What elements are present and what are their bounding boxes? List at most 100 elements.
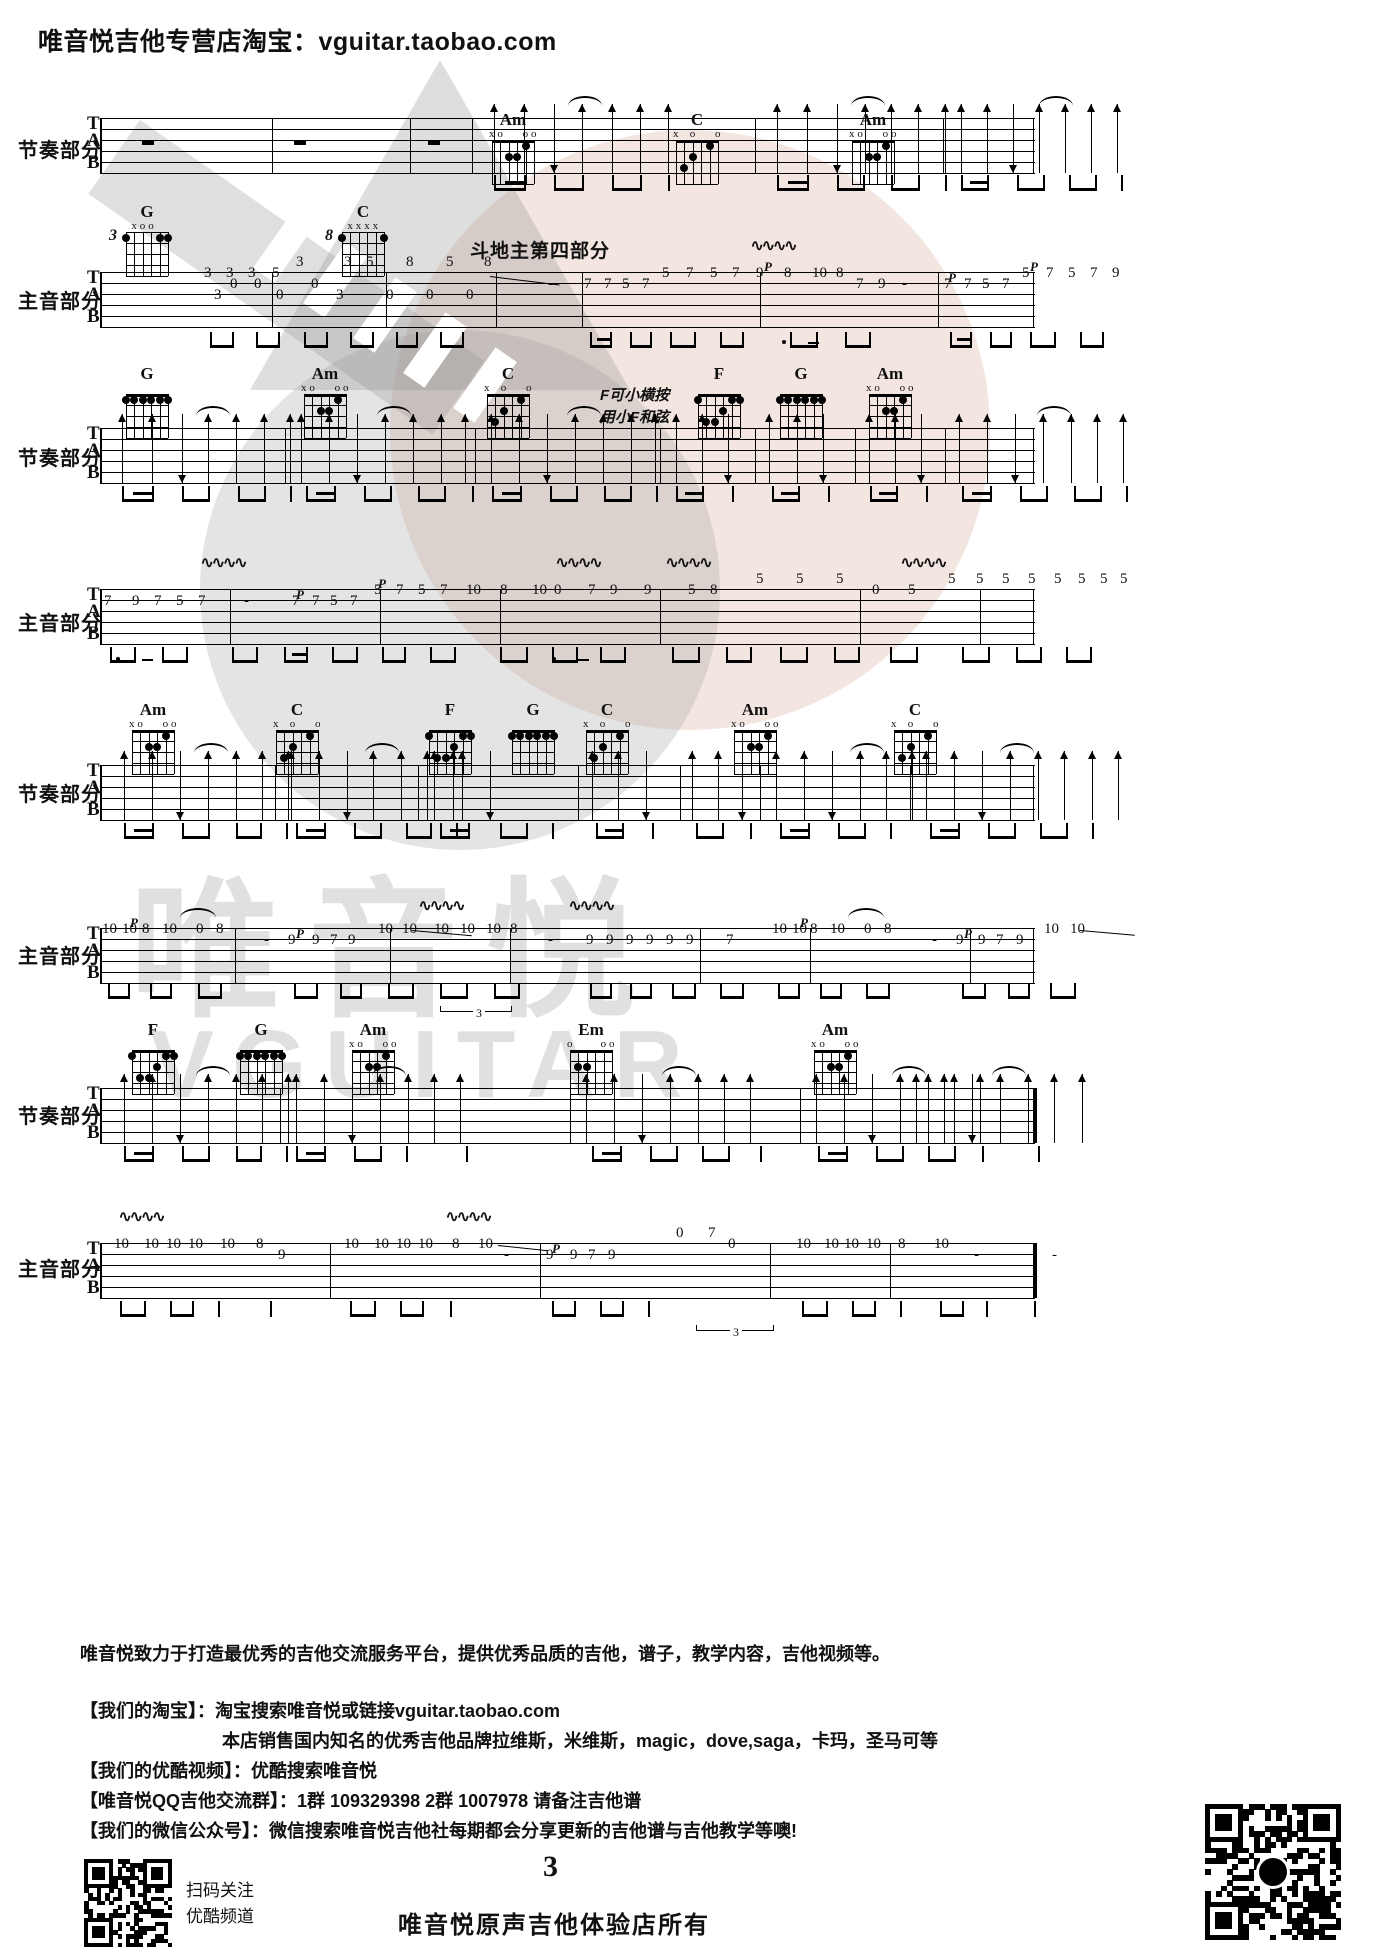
rhythm-stem [876,1146,878,1162]
tab-letter-B: B [87,799,100,820]
strum-up-arrow [1050,1074,1058,1143]
rhythm-stem [150,983,152,999]
slide-line [1079,930,1135,936]
bar-line [380,589,381,644]
chord-mark-o: o [819,1038,825,1050]
rhythm-stem [760,1146,762,1162]
strum-up-arrow [957,104,965,173]
bar-line [475,428,476,483]
chord-dot [755,742,764,751]
bar-line [410,118,411,173]
rhythm-stem [574,1301,576,1317]
annotation-f-line1: F可小横按 [600,387,670,404]
rhythm-stem [382,647,384,663]
chord-fret-line [342,243,384,244]
rhythm-stem [354,1146,356,1162]
chord-dot [164,395,172,404]
tab-note: 7 [708,1225,716,1241]
chord-fret-line [698,438,740,439]
rhythm-stem [552,823,554,839]
rhythm-stem [1066,823,1068,839]
tab-note: 5 [1022,265,1030,281]
chord-dot [305,731,314,740]
rhythm-beam [837,188,865,191]
tab-note: 8 [406,254,414,270]
rhythm-beam [604,499,632,502]
chord-fret-position: 8 [325,227,333,244]
strum-up-arrow [1119,414,1127,483]
tie-slur [1037,406,1071,416]
bar-line [660,428,661,483]
chord-mark-x: x [866,382,872,394]
rhythm-stem [192,1301,194,1317]
chord-dot [128,1051,136,1060]
strum-down-arrow [738,751,746,820]
chord-mark-o: o [500,382,507,394]
bar-line [760,765,761,820]
chord-fret-line [780,394,822,397]
tab-note: 10 [434,921,449,937]
tab-letter-A: A [87,1255,101,1276]
strum-up-arrow [765,414,773,483]
staff-line [100,1298,1035,1299]
tab-note: 7 [154,593,162,609]
tab-letter-B: B [87,152,100,173]
tab-note: 5 [366,254,374,270]
chord-dot [727,395,736,404]
rhythm-stem [961,175,963,191]
rhythm-beam [672,996,696,999]
chord-fret-line [734,741,776,742]
tech-pulloff: P [296,926,304,941]
chord-fret-line [586,730,628,733]
tab-note: 9 [666,932,674,948]
bar-line-end [1033,118,1034,173]
tab-letter-T: T [87,1083,100,1104]
qr-code-youku[interactable] [80,1855,176,1951]
tab-note: 9 [608,1247,616,1263]
strum-up-arrow [746,1074,754,1143]
chord-dot [524,731,533,740]
chord-fret-line [132,730,174,733]
rhythm-beam-second [827,1152,846,1155]
strum-up-arrow [1078,1074,1086,1143]
dotted-rest [552,657,556,661]
chord-dot [906,742,915,751]
rest-dash [808,342,819,344]
strum-up-arrow [882,751,890,820]
rhythm-beam [332,660,358,663]
strum-up-arrow [672,414,680,483]
rhythm-stem [1017,175,1019,191]
strum-up-arrow [1006,751,1014,820]
chord-dot [236,1051,244,1060]
chord-fret-line [586,752,628,753]
staff-line [100,644,1035,645]
rhythm-stem [400,1301,402,1317]
rhythm-stem [696,823,698,839]
part-label-lead: 主音部分 [18,946,102,968]
triplet-number: 3 [473,1006,485,1021]
chord-fret-line [570,1083,612,1084]
staff-line [100,983,1035,984]
chord-mark-x: x [131,220,137,232]
chord-fret-line [586,763,628,764]
part-label-rhythm: 节奏部分 [18,448,102,470]
chord-mark-o: o [531,128,537,140]
chord-mark-o: o [853,1038,859,1050]
footer-wechat: 【我们的微信公众号】：微信搜索唯音悦吉他社每期都会分享更新的吉他谱与吉他教学等噢… [80,1821,797,1841]
bar-line [680,765,681,820]
chord-name: F [713,364,725,383]
footer-youku: 【我们的优酷视频】：优酷搜索唯音悦 [80,1761,377,1781]
tab-note: 7 [330,932,338,948]
tie-slur [377,406,411,416]
rhythm-beam [870,499,898,502]
chord-dot [278,1051,286,1060]
rhythm-stem [802,1301,804,1317]
qr-code-wechat[interactable] [1201,1800,1345,1944]
rhythm-stem [742,332,744,348]
staff-line [100,776,1035,777]
strum-up-arrow [287,751,295,820]
chord-dot [719,406,728,415]
rhythm-stem [444,486,446,502]
strum-up-arrow [840,1074,848,1143]
